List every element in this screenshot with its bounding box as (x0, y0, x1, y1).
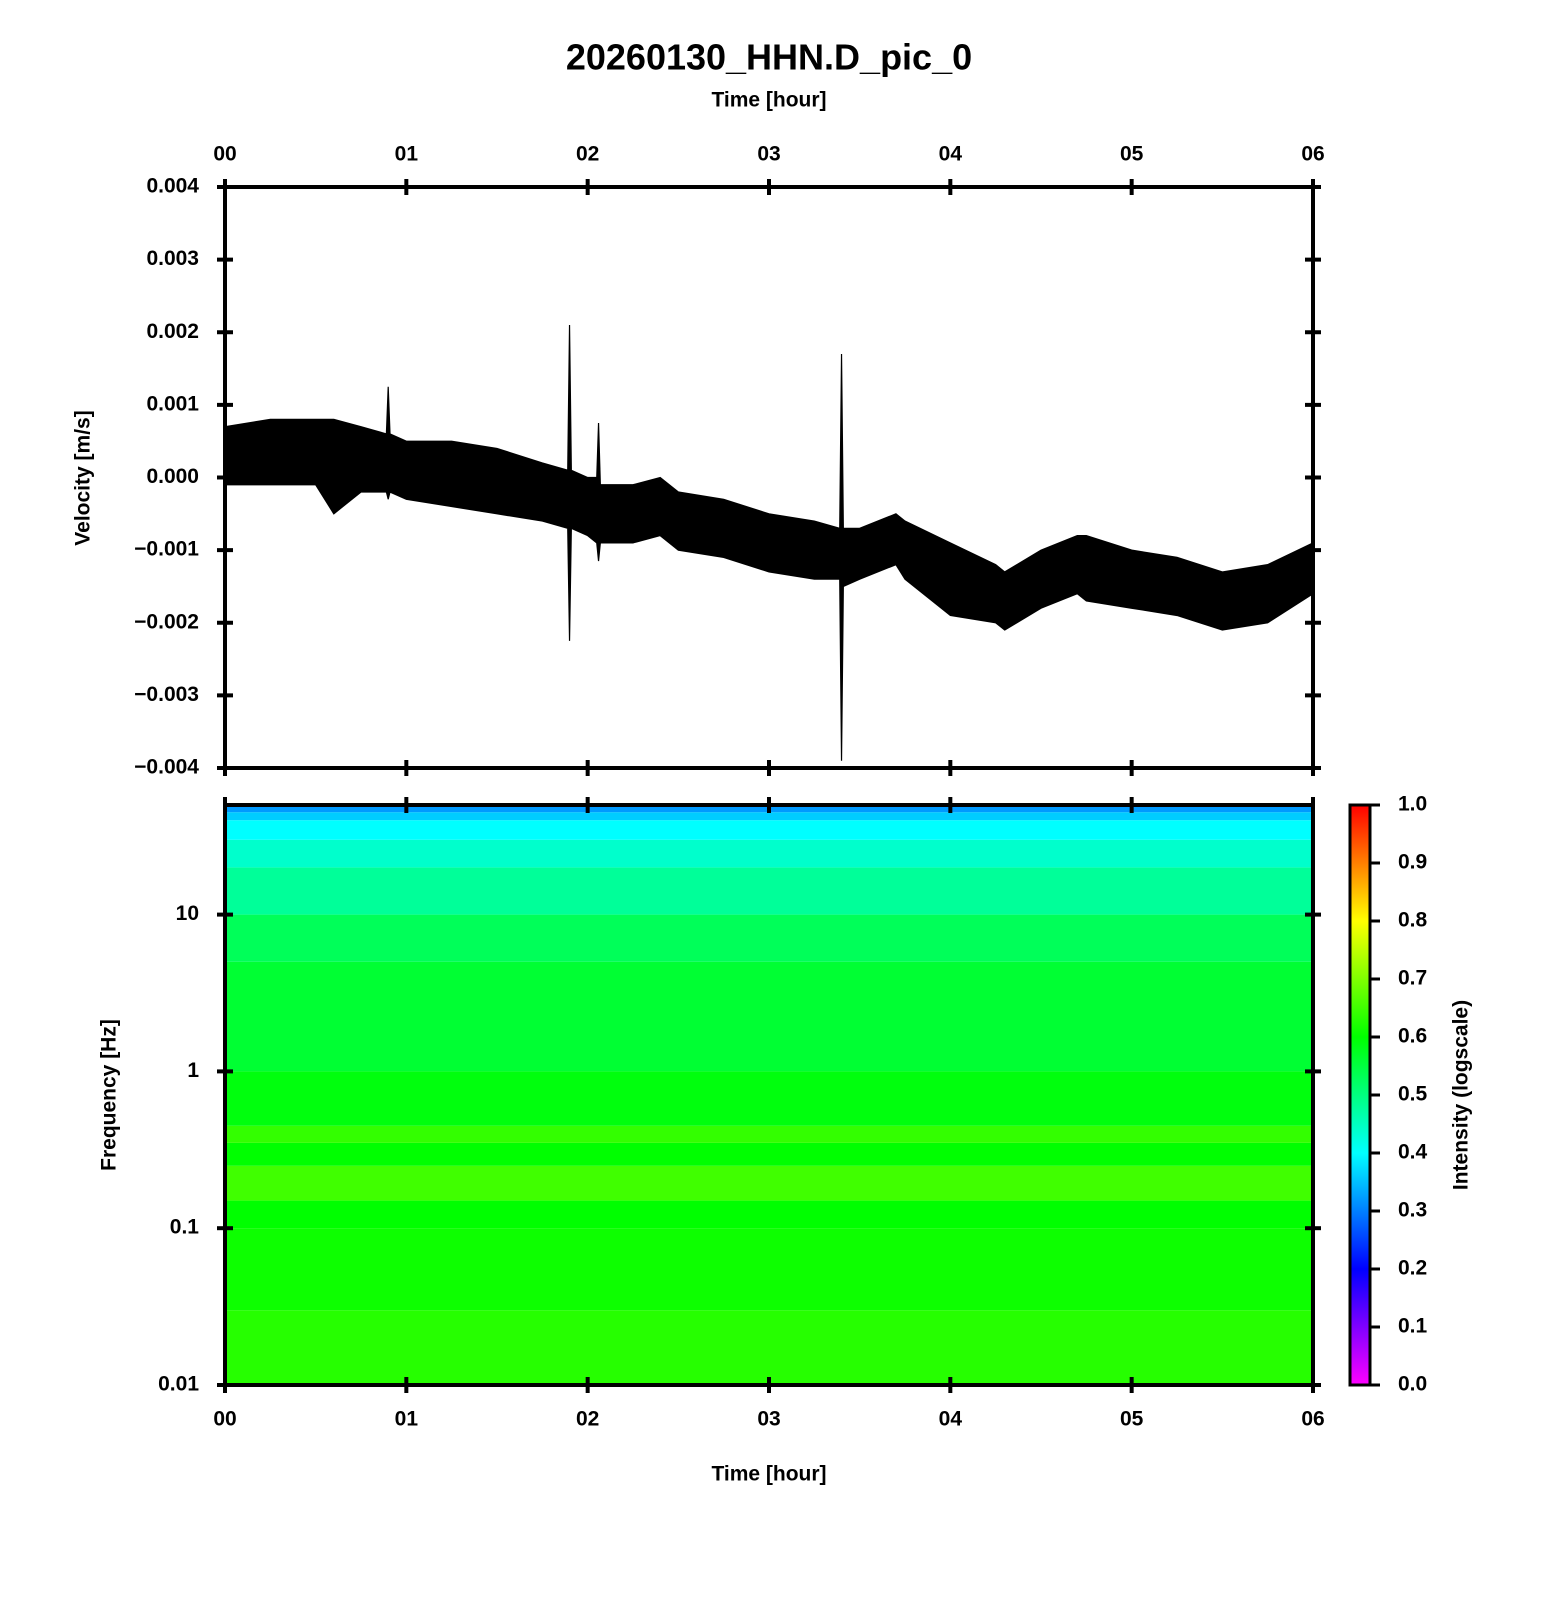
x-axis-label: Time [hour] (711, 1463, 826, 1486)
spectrogram-cell (225, 1165, 1313, 1201)
spectrogram-cell (225, 914, 1313, 962)
colorbar-tick-label: 0.1 (1398, 1315, 1428, 1338)
x-tick-label: 02 (576, 1408, 599, 1431)
x-tick-label: 05 (1120, 143, 1144, 166)
spectrogram-cell (225, 867, 1313, 915)
x-tick-label: 04 (939, 143, 963, 166)
y-axis-label: Velocity [m/s] (72, 410, 95, 545)
chart-title: 20260130_HHN.D_pic_0 (566, 37, 972, 78)
y-tick-label: 0.1 (170, 1216, 200, 1239)
waveform-line (225, 484, 1314, 761)
y-tick-label: −0.004 (134, 756, 199, 779)
x-tick-label: 06 (1301, 1408, 1324, 1431)
y-tick-label: 0.000 (146, 465, 199, 488)
colorbar-tick-label: 0.4 (1398, 1141, 1428, 1164)
spectrogram-cell (225, 961, 1313, 1072)
x-axis-label: Time [hour] (711, 89, 826, 112)
colorbar-tick-label: 0.5 (1398, 1083, 1428, 1106)
envelope-fill (225, 324, 1313, 761)
spectrogram-cell (225, 820, 1313, 840)
spectrogram-cell (225, 1310, 1313, 1385)
colorbar-tick-label: 0.2 (1398, 1257, 1427, 1280)
spectrogram-cell (225, 839, 1313, 868)
colorbar-tick-label: 0.0 (1398, 1373, 1427, 1396)
colorbar-tick-label: 0.3 (1398, 1199, 1427, 1222)
x-tick-label: 03 (757, 1408, 780, 1431)
colorbar-tick-label: 0.8 (1398, 909, 1428, 932)
x-tick-label: 00 (213, 143, 236, 166)
x-tick-label: 01 (395, 1408, 419, 1431)
colorbar-tick-label: 1.0 (1398, 793, 1427, 816)
y-tick-label: 0.004 (146, 175, 199, 198)
y-tick-label: 10 (176, 902, 199, 925)
x-tick-label: 05 (1120, 1408, 1144, 1431)
x-tick-label: 03 (757, 143, 780, 166)
colorbar (1348, 803, 1372, 1387)
spectrogram-cell (225, 1142, 1313, 1166)
y-tick-label: −0.001 (134, 538, 199, 561)
waveform-line (224, 324, 1314, 573)
spectrogram-cell (225, 1200, 1313, 1229)
spectrogram-cell (225, 812, 1313, 821)
y-tick-label: −0.003 (134, 683, 199, 706)
colorbar-tick-label: 0.6 (1398, 1025, 1427, 1048)
spectrogram-cell (225, 1228, 1313, 1311)
y-tick-label: 0.01 (158, 1373, 199, 1396)
x-tick-label: 02 (576, 143, 599, 166)
x-tick-label: 06 (1301, 143, 1324, 166)
colorbar-label: Intensity (logscale) (1450, 1000, 1473, 1190)
y-tick-label: −0.002 (134, 610, 199, 633)
spectrogram-cell (225, 1125, 1313, 1143)
y-tick-label: 0.002 (146, 320, 199, 343)
y-tick-label: 0.001 (146, 392, 199, 415)
colorbar-tick-label: 0.7 (1398, 967, 1427, 990)
y-axis-label: Frequency [Hz] (98, 1019, 121, 1171)
y-tick-label: 0.003 (146, 247, 199, 270)
colorbar-tick-label: 0.9 (1398, 851, 1427, 874)
x-tick-label: 01 (395, 143, 419, 166)
x-tick-label: 04 (939, 1408, 963, 1431)
x-tick-label: 00 (213, 1408, 236, 1431)
y-tick-label: 1 (187, 1059, 199, 1082)
spectrogram-cell (225, 1071, 1313, 1126)
